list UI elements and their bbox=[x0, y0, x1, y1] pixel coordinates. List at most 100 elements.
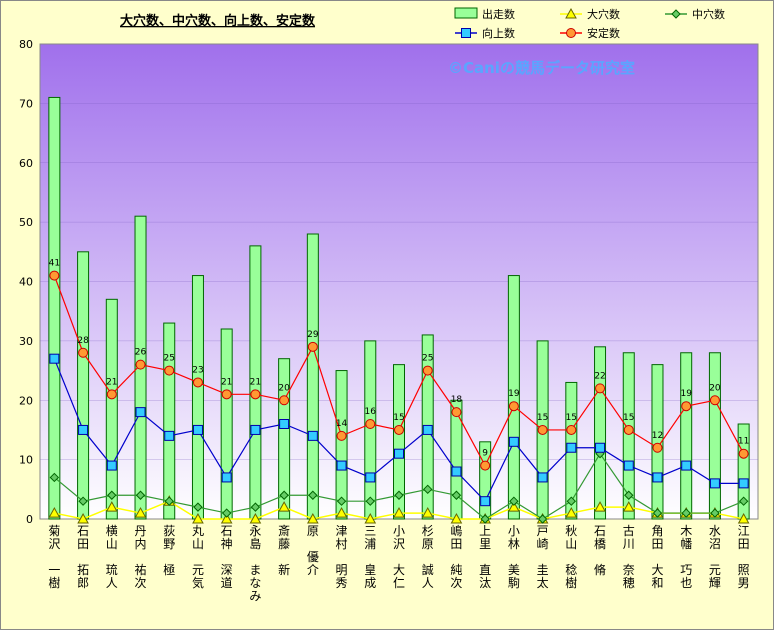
triangle-marker bbox=[306, 512, 319, 524]
data-label: 29 bbox=[307, 330, 319, 340]
data-label: 28 bbox=[77, 336, 89, 346]
circle-marker bbox=[192, 377, 203, 388]
diamond-marker bbox=[107, 490, 117, 500]
data-label: 22 bbox=[594, 371, 605, 381]
data-label: 9 bbox=[482, 449, 488, 459]
diamond-marker bbox=[193, 502, 203, 512]
diamond-marker bbox=[279, 490, 289, 500]
category-char: 仁 bbox=[393, 576, 405, 590]
data-label: 21 bbox=[250, 377, 261, 387]
square-marker bbox=[192, 424, 203, 435]
category-char: 村 bbox=[336, 537, 348, 551]
category-char: 田 bbox=[738, 537, 750, 551]
category-char: 原 bbox=[307, 524, 319, 538]
data-label: 23 bbox=[192, 365, 203, 375]
data-label: 20 bbox=[278, 383, 290, 393]
y-tick-label: 30 bbox=[19, 335, 33, 348]
triangle-marker bbox=[364, 512, 377, 524]
bar bbox=[594, 346, 607, 520]
circle-marker bbox=[135, 359, 146, 370]
square-marker bbox=[537, 472, 548, 483]
data-label: 14 bbox=[336, 419, 348, 429]
square-marker bbox=[681, 460, 692, 471]
bar bbox=[163, 322, 176, 520]
category-char: 荻 bbox=[163, 524, 175, 538]
data-label: 20 bbox=[709, 383, 721, 393]
circle-marker bbox=[336, 430, 347, 441]
diamond-marker bbox=[652, 508, 663, 518]
square-marker bbox=[164, 430, 175, 441]
square-marker bbox=[595, 442, 606, 453]
diamond-marker bbox=[135, 490, 146, 500]
data-label: 26 bbox=[135, 348, 147, 358]
category-char: 也 bbox=[680, 576, 692, 590]
category-char: 次 bbox=[135, 576, 147, 590]
y-tick-label: 50 bbox=[19, 216, 33, 229]
category-char: 成 bbox=[364, 576, 376, 590]
legend-swatch-bar bbox=[454, 7, 478, 19]
square-marker bbox=[135, 407, 146, 418]
category-char: 丹 bbox=[135, 524, 147, 538]
triangle-marker bbox=[565, 7, 577, 19]
square-marker bbox=[307, 430, 318, 441]
category-char: 江 bbox=[738, 524, 750, 538]
data-label: 41 bbox=[49, 259, 60, 269]
triangle-marker bbox=[622, 501, 635, 512]
category-char: 浦 bbox=[364, 537, 376, 551]
diamond-marker bbox=[710, 508, 720, 518]
circle-marker bbox=[307, 341, 318, 352]
category-char: 水 bbox=[709, 524, 721, 538]
category-char: 川 bbox=[623, 537, 635, 551]
triangle-marker bbox=[192, 512, 204, 524]
category-char: 深 bbox=[221, 563, 233, 577]
category-char: 石 bbox=[77, 524, 89, 538]
square-marker bbox=[461, 28, 471, 38]
square-marker bbox=[623, 460, 634, 471]
y-tick-label: 60 bbox=[19, 157, 33, 170]
category-char: 山 bbox=[192, 537, 204, 551]
category-char: 戸 bbox=[537, 524, 549, 538]
circle-marker bbox=[623, 424, 634, 435]
bar bbox=[105, 298, 118, 520]
square-marker bbox=[738, 478, 749, 489]
category-char: 山 bbox=[565, 537, 577, 551]
circle-marker bbox=[422, 365, 433, 376]
circle-marker bbox=[738, 448, 749, 459]
square-marker bbox=[652, 472, 663, 483]
circle-marker bbox=[106, 389, 117, 400]
category-char: 誠 bbox=[422, 563, 434, 577]
triangle-marker bbox=[393, 507, 405, 518]
y-tick-label: 10 bbox=[19, 454, 33, 467]
square-marker bbox=[49, 353, 60, 364]
square-marker bbox=[279, 419, 290, 429]
category-char: 輝 bbox=[709, 576, 721, 590]
data-label: 21 bbox=[221, 377, 232, 387]
circle-marker bbox=[681, 401, 692, 412]
category-char: 小 bbox=[508, 524, 520, 538]
category-char: 田 bbox=[651, 537, 663, 551]
legend-label: 向上数 bbox=[482, 26, 515, 40]
triangle-marker bbox=[737, 512, 750, 524]
category-char: 角 bbox=[651, 524, 663, 538]
diamond-marker bbox=[250, 502, 261, 512]
square-marker bbox=[508, 436, 519, 447]
square-marker bbox=[709, 478, 720, 489]
circle-marker bbox=[595, 383, 606, 394]
circle-marker bbox=[164, 365, 175, 376]
diamond-marker bbox=[537, 514, 548, 524]
diamond-marker bbox=[308, 490, 318, 500]
bar bbox=[220, 328, 233, 520]
category-char: 秀 bbox=[336, 576, 348, 590]
category-char: 圭 bbox=[537, 563, 549, 577]
category-char: な bbox=[249, 576, 261, 590]
circle-marker bbox=[394, 424, 404, 435]
category-char: 樹 bbox=[48, 576, 60, 590]
legend-label: 中穴数 bbox=[692, 7, 725, 21]
y-tick-label: 20 bbox=[19, 394, 33, 407]
category-char: 皇 bbox=[364, 563, 376, 577]
square-marker bbox=[566, 442, 577, 453]
category-char: 秋 bbox=[565, 524, 577, 538]
triangle-marker bbox=[335, 507, 348, 518]
category-char: 元 bbox=[192, 563, 204, 577]
